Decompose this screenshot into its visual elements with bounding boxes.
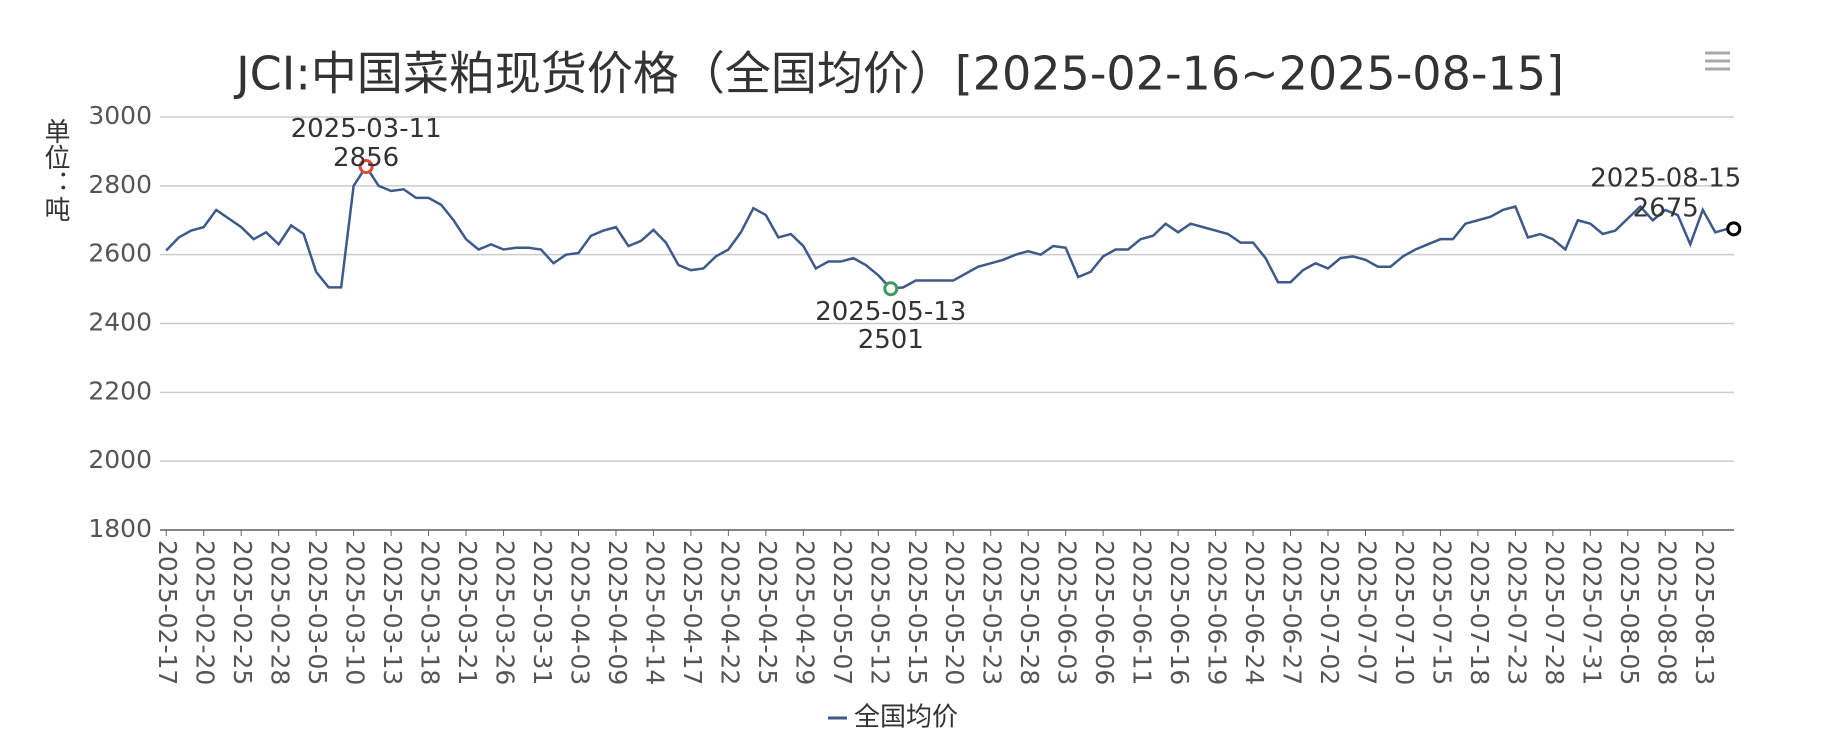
x-tick-label: 2025-07-07 — [1352, 540, 1381, 685]
mark-point — [883, 281, 899, 297]
x-tick-label: 2025-04-03 — [565, 540, 594, 685]
mark-point-value: 2501 — [858, 325, 924, 355]
x-tick-label: 2025-06-03 — [1053, 540, 1082, 685]
x-tick-label: 2025-03-18 — [416, 540, 445, 685]
x-tick-label: 2025-04-17 — [678, 540, 707, 685]
x-tick-label: 2025-02-28 — [266, 540, 295, 685]
x-tick-label: 2025-06-19 — [1203, 540, 1232, 685]
x-tick-label: 2025-07-31 — [1577, 540, 1606, 685]
mark-point-date: 2025-05-13 — [815, 297, 966, 327]
x-tick-label: 2025-04-22 — [715, 540, 744, 685]
x-tick-label: 2025-08-08 — [1652, 540, 1681, 685]
y-tick-label: 3000 — [88, 101, 152, 130]
x-tick-label: 2025-06-06 — [1090, 540, 1119, 685]
x-tick-label: 2025-04-29 — [790, 540, 819, 685]
x-tick-label: 2025-07-23 — [1502, 540, 1531, 685]
mark-point-date: 2025-08-15 — [1590, 163, 1741, 193]
x-tick-label: 2025-05-07 — [828, 540, 857, 685]
mark-point-value: 2675 — [1633, 193, 1699, 223]
y-tick-label: 2800 — [88, 170, 152, 199]
x-tick-label: 2025-03-21 — [453, 540, 482, 685]
y-tick-label: 2000 — [88, 445, 152, 474]
x-tick-label: 2025-04-09 — [603, 540, 632, 685]
x-tick-label: 2025-05-28 — [1015, 540, 1044, 685]
x-tick-label: 2025-04-14 — [640, 540, 669, 685]
y-axis-label: 单位：吨 — [40, 118, 70, 222]
y-tick-label: 2400 — [88, 308, 152, 337]
mark-point-date: 2025-03-11 — [291, 114, 442, 144]
x-tick-label: 2025-02-17 — [153, 540, 182, 685]
x-tick-label: 2025-06-11 — [1128, 540, 1157, 685]
x-tick-label: 2025-03-26 — [491, 540, 520, 685]
y-tick-label: 2200 — [88, 376, 152, 405]
x-tick-label: 2025-05-23 — [978, 540, 1007, 685]
y-tick-label: 1800 — [88, 514, 152, 543]
x-tick-label: 2025-06-24 — [1240, 540, 1269, 685]
x-tick-label: 2025-04-25 — [753, 540, 782, 685]
x-tick-label: 2025-02-25 — [228, 540, 257, 685]
x-tick-label: 2025-05-12 — [865, 540, 894, 685]
x-tick-label: 2025-07-18 — [1465, 540, 1494, 685]
x-tick-label: 2025-06-16 — [1165, 540, 1194, 685]
x-tick-label: 2025-07-10 — [1390, 540, 1419, 685]
x-tick-label: 2025-06-27 — [1278, 540, 1307, 685]
mark-point-value: 2856 — [333, 143, 399, 173]
x-tick-label: 2025-05-15 — [903, 540, 932, 685]
x-tick-label: 2025-08-05 — [1615, 540, 1644, 685]
menu-icon[interactable] — [1705, 51, 1730, 71]
x-tick-label: 2025-02-20 — [191, 540, 220, 685]
x-tick-label: 2025-08-13 — [1690, 540, 1719, 685]
x-tick-label: 2025-07-15 — [1427, 540, 1456, 685]
mark-point — [358, 159, 374, 175]
x-tick-label: 2025-03-10 — [341, 540, 370, 685]
x-tick-label: 2025-03-31 — [528, 540, 557, 685]
x-tick-label: 2025-05-20 — [940, 540, 969, 685]
line-series — [165, 164, 1729, 291]
mark-point — [1726, 221, 1742, 237]
x-tick-label: 2025-07-28 — [1540, 540, 1569, 685]
y-tick-label: 2600 — [88, 239, 152, 268]
x-tick-label: 2025-03-13 — [378, 540, 407, 685]
x-tick-label: 2025-03-05 — [303, 540, 332, 685]
x-tick-label: 2025-07-02 — [1315, 540, 1344, 685]
legend-label: 全国均价 — [854, 703, 958, 733]
chart-title: JCI:中国菜粕现货价格（全国均价）[2025-02-16~2025-08-15… — [233, 47, 1564, 101]
